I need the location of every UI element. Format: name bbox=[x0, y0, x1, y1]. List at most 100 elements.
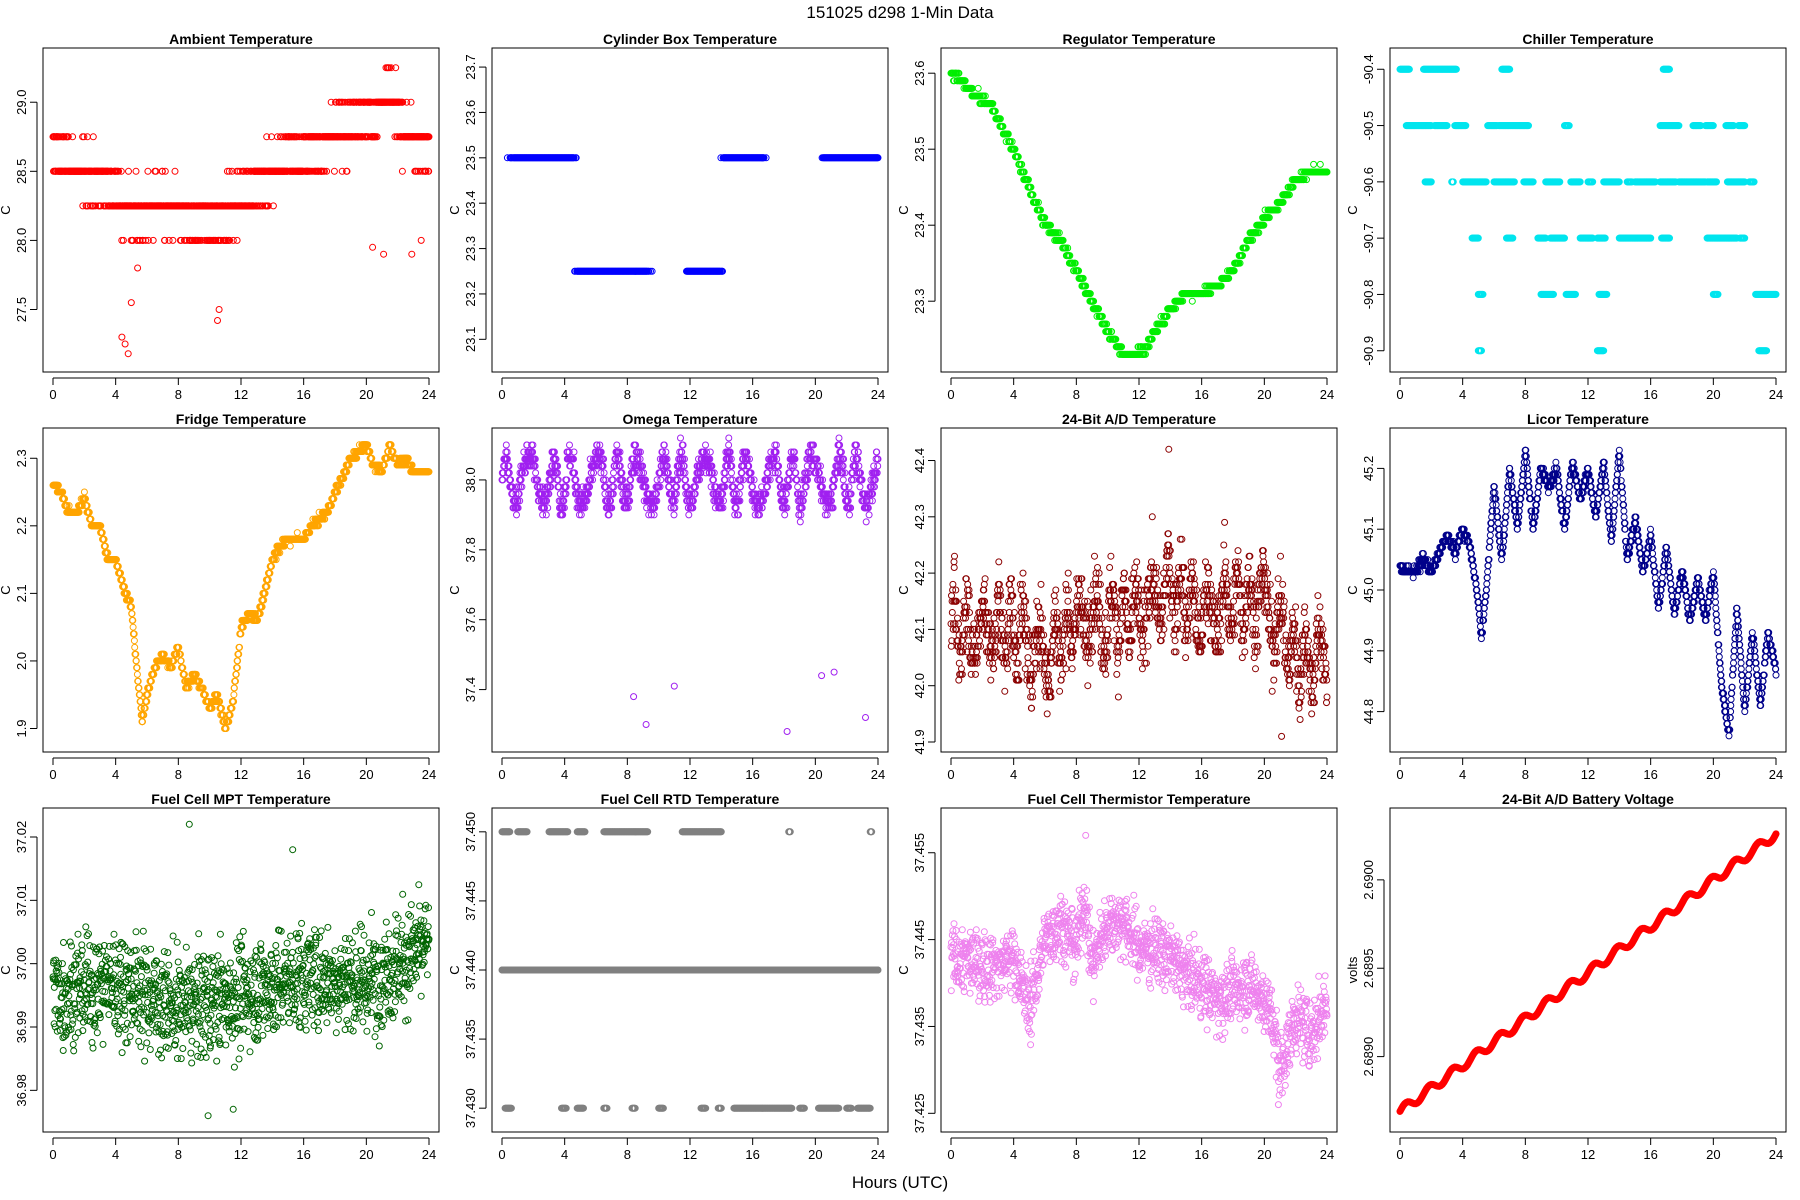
x-tick-label: 0 bbox=[498, 387, 505, 402]
data-point bbox=[80, 133, 88, 141]
data-point bbox=[161, 236, 169, 244]
x-tick-label: 16 bbox=[296, 767, 310, 782]
x-tick-label: 8 bbox=[175, 387, 182, 402]
y-tick-label: 2.3 bbox=[14, 449, 29, 467]
data-point bbox=[161, 167, 169, 175]
series-points bbox=[947, 69, 1331, 358]
data-point bbox=[133, 670, 141, 678]
plot-frame bbox=[491, 47, 889, 373]
y-tick-label: 2.0 bbox=[14, 652, 29, 670]
x-tick-label: 16 bbox=[1194, 387, 1208, 402]
data-point bbox=[407, 98, 415, 106]
data-point bbox=[214, 317, 221, 324]
y-tick-label: -90.9 bbox=[1361, 336, 1376, 366]
x-tick-label: 4 bbox=[1010, 387, 1017, 402]
data-point bbox=[131, 643, 139, 651]
y-tick-label: 23.4 bbox=[912, 213, 927, 238]
x-tick-label: 24 bbox=[871, 387, 885, 402]
y-tick-label: 29.0 bbox=[14, 90, 29, 115]
data-point bbox=[130, 637, 138, 645]
data-point bbox=[92, 202, 99, 210]
y-axis-label: C bbox=[447, 205, 462, 214]
data-point bbox=[79, 202, 87, 210]
y-tick-label: 28.0 bbox=[14, 228, 29, 253]
y-axis-label: C bbox=[1345, 205, 1360, 214]
y-tick-label: 23.4 bbox=[463, 191, 478, 216]
y-tick-label: 23.2 bbox=[463, 281, 478, 306]
y-tick-label: 27.5 bbox=[14, 297, 29, 322]
y-tick-label: -90.8 bbox=[1361, 280, 1376, 310]
data-point bbox=[233, 236, 241, 244]
y-tick-label: -90.5 bbox=[1361, 111, 1376, 141]
x-tick-label: 0 bbox=[49, 387, 56, 402]
x-tick-label: 24 bbox=[1320, 387, 1334, 402]
data-point bbox=[1316, 160, 1324, 168]
data-point bbox=[118, 333, 126, 341]
data-point bbox=[132, 167, 140, 175]
y-axis-label: C bbox=[0, 585, 13, 594]
data-point bbox=[139, 236, 147, 244]
data-point bbox=[132, 657, 140, 665]
data-point bbox=[165, 236, 173, 244]
y-tick-label: 23.5 bbox=[912, 137, 927, 162]
x-tick-label: 4 bbox=[561, 387, 568, 402]
data-point bbox=[149, 236, 157, 244]
plot-frame bbox=[42, 427, 440, 753]
x-tick-label: 20 bbox=[1257, 387, 1271, 402]
data-point bbox=[125, 167, 132, 175]
y-tick-label: -90.7 bbox=[1361, 223, 1376, 253]
y-tick-label: 23.1 bbox=[463, 327, 478, 352]
y-tick-label: 23.6 bbox=[912, 61, 927, 86]
data-point bbox=[117, 167, 125, 175]
y-tick-label: 1.9 bbox=[14, 719, 29, 737]
x-tick-label: 20 bbox=[808, 387, 822, 402]
data-point bbox=[380, 250, 388, 258]
plot-frame bbox=[1389, 47, 1787, 373]
data-point bbox=[1310, 160, 1318, 168]
x-tick-label: 4 bbox=[1459, 387, 1466, 402]
x-tick-label: 24 bbox=[1769, 387, 1783, 402]
data-point bbox=[115, 167, 123, 175]
data-point bbox=[171, 167, 179, 175]
data-point bbox=[89, 133, 97, 141]
series-points bbox=[1396, 65, 1780, 355]
panel-title: Regulator Temperature bbox=[1063, 31, 1216, 47]
data-point bbox=[408, 250, 416, 258]
y-axis-label: C bbox=[0, 205, 13, 214]
data-point bbox=[97, 202, 105, 210]
data-point bbox=[134, 264, 142, 272]
panel-title: Chiller Temperature bbox=[1522, 31, 1653, 47]
data-point bbox=[974, 84, 982, 92]
y-tick-label: 23.6 bbox=[463, 100, 478, 125]
x-tick-label: 24 bbox=[422, 387, 436, 402]
x-tick-label: 0 bbox=[49, 767, 56, 782]
panel-title: Fridge Temperature bbox=[176, 411, 307, 427]
y-tick-label: -90.4 bbox=[1361, 54, 1376, 84]
data-point bbox=[230, 684, 238, 692]
y-tick-label: -90.6 bbox=[1361, 167, 1376, 197]
x-tick-label: 16 bbox=[296, 387, 310, 402]
data-point bbox=[230, 691, 238, 699]
y-tick-label: 23.3 bbox=[463, 236, 478, 261]
y-tick-label: 2.1 bbox=[14, 584, 29, 602]
data-point bbox=[398, 167, 406, 175]
data-point bbox=[142, 236, 150, 244]
x-tick-label: 4 bbox=[112, 387, 119, 402]
x-tick-label: 12 bbox=[1132, 387, 1146, 402]
x-tick-label: 8 bbox=[1073, 387, 1080, 402]
panel-title: Cylinder Box Temperature bbox=[603, 31, 777, 47]
data-point bbox=[69, 133, 77, 141]
x-tick-label: 12 bbox=[683, 387, 697, 402]
data-point bbox=[144, 236, 152, 244]
y-tick-label: 23.3 bbox=[912, 289, 927, 314]
data-point bbox=[330, 167, 338, 175]
data-point bbox=[129, 623, 137, 631]
x-tick-label: 4 bbox=[112, 767, 119, 782]
x-tick-label: 20 bbox=[359, 387, 373, 402]
x-tick-label: 12 bbox=[234, 387, 248, 402]
